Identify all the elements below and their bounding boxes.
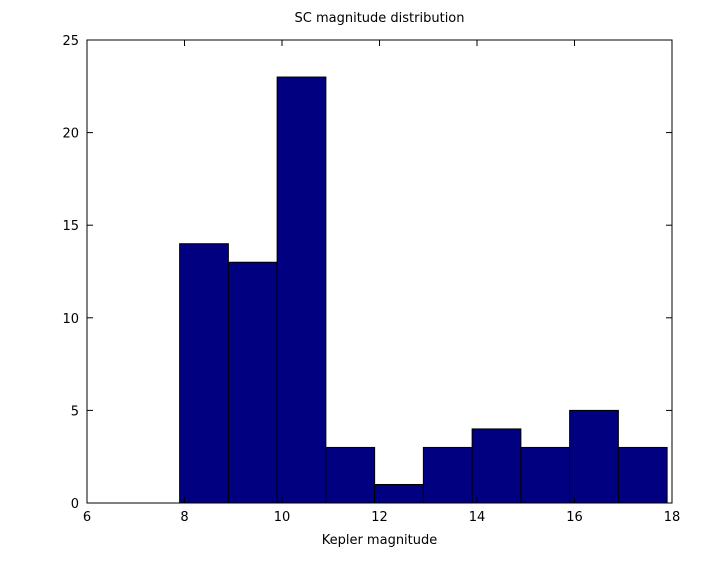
histogram-bar — [569, 409, 619, 504]
bars-group — [179, 76, 668, 504]
x-tick-label: 10 — [274, 510, 291, 525]
y-tick-label: 0 — [71, 497, 79, 512]
y-tick-label: 5 — [71, 404, 79, 419]
x-tick-label: 16 — [566, 510, 583, 525]
y-tick-label: 25 — [62, 34, 79, 49]
x-tick-label: 8 — [180, 510, 188, 525]
histogram-bar — [422, 446, 473, 504]
x-tick-label: 14 — [469, 510, 486, 525]
chart-title: SC magnitude distribution — [295, 11, 465, 26]
x-tick-label: 18 — [664, 510, 681, 525]
ticks-group: 6 8 10 12 14 16 18 0 5 10 15 20 25 — [62, 34, 680, 525]
histogram-bar — [374, 483, 424, 504]
y-tick-label: 15 — [62, 219, 79, 234]
x-tick-label: 12 — [371, 510, 388, 525]
histogram-bar — [520, 446, 571, 504]
x-tick-label: 6 — [83, 510, 91, 525]
histogram-bar — [471, 428, 522, 504]
histogram-bar — [179, 243, 229, 504]
histogram-bar — [325, 446, 376, 504]
histogram-bar — [227, 261, 278, 504]
x-axis-label: Kepler magnitude — [322, 533, 438, 548]
histogram-bar — [276, 76, 327, 504]
y-tick-label: 20 — [62, 127, 79, 142]
histogram-bar — [617, 446, 668, 504]
y-tick-label: 10 — [62, 312, 79, 327]
